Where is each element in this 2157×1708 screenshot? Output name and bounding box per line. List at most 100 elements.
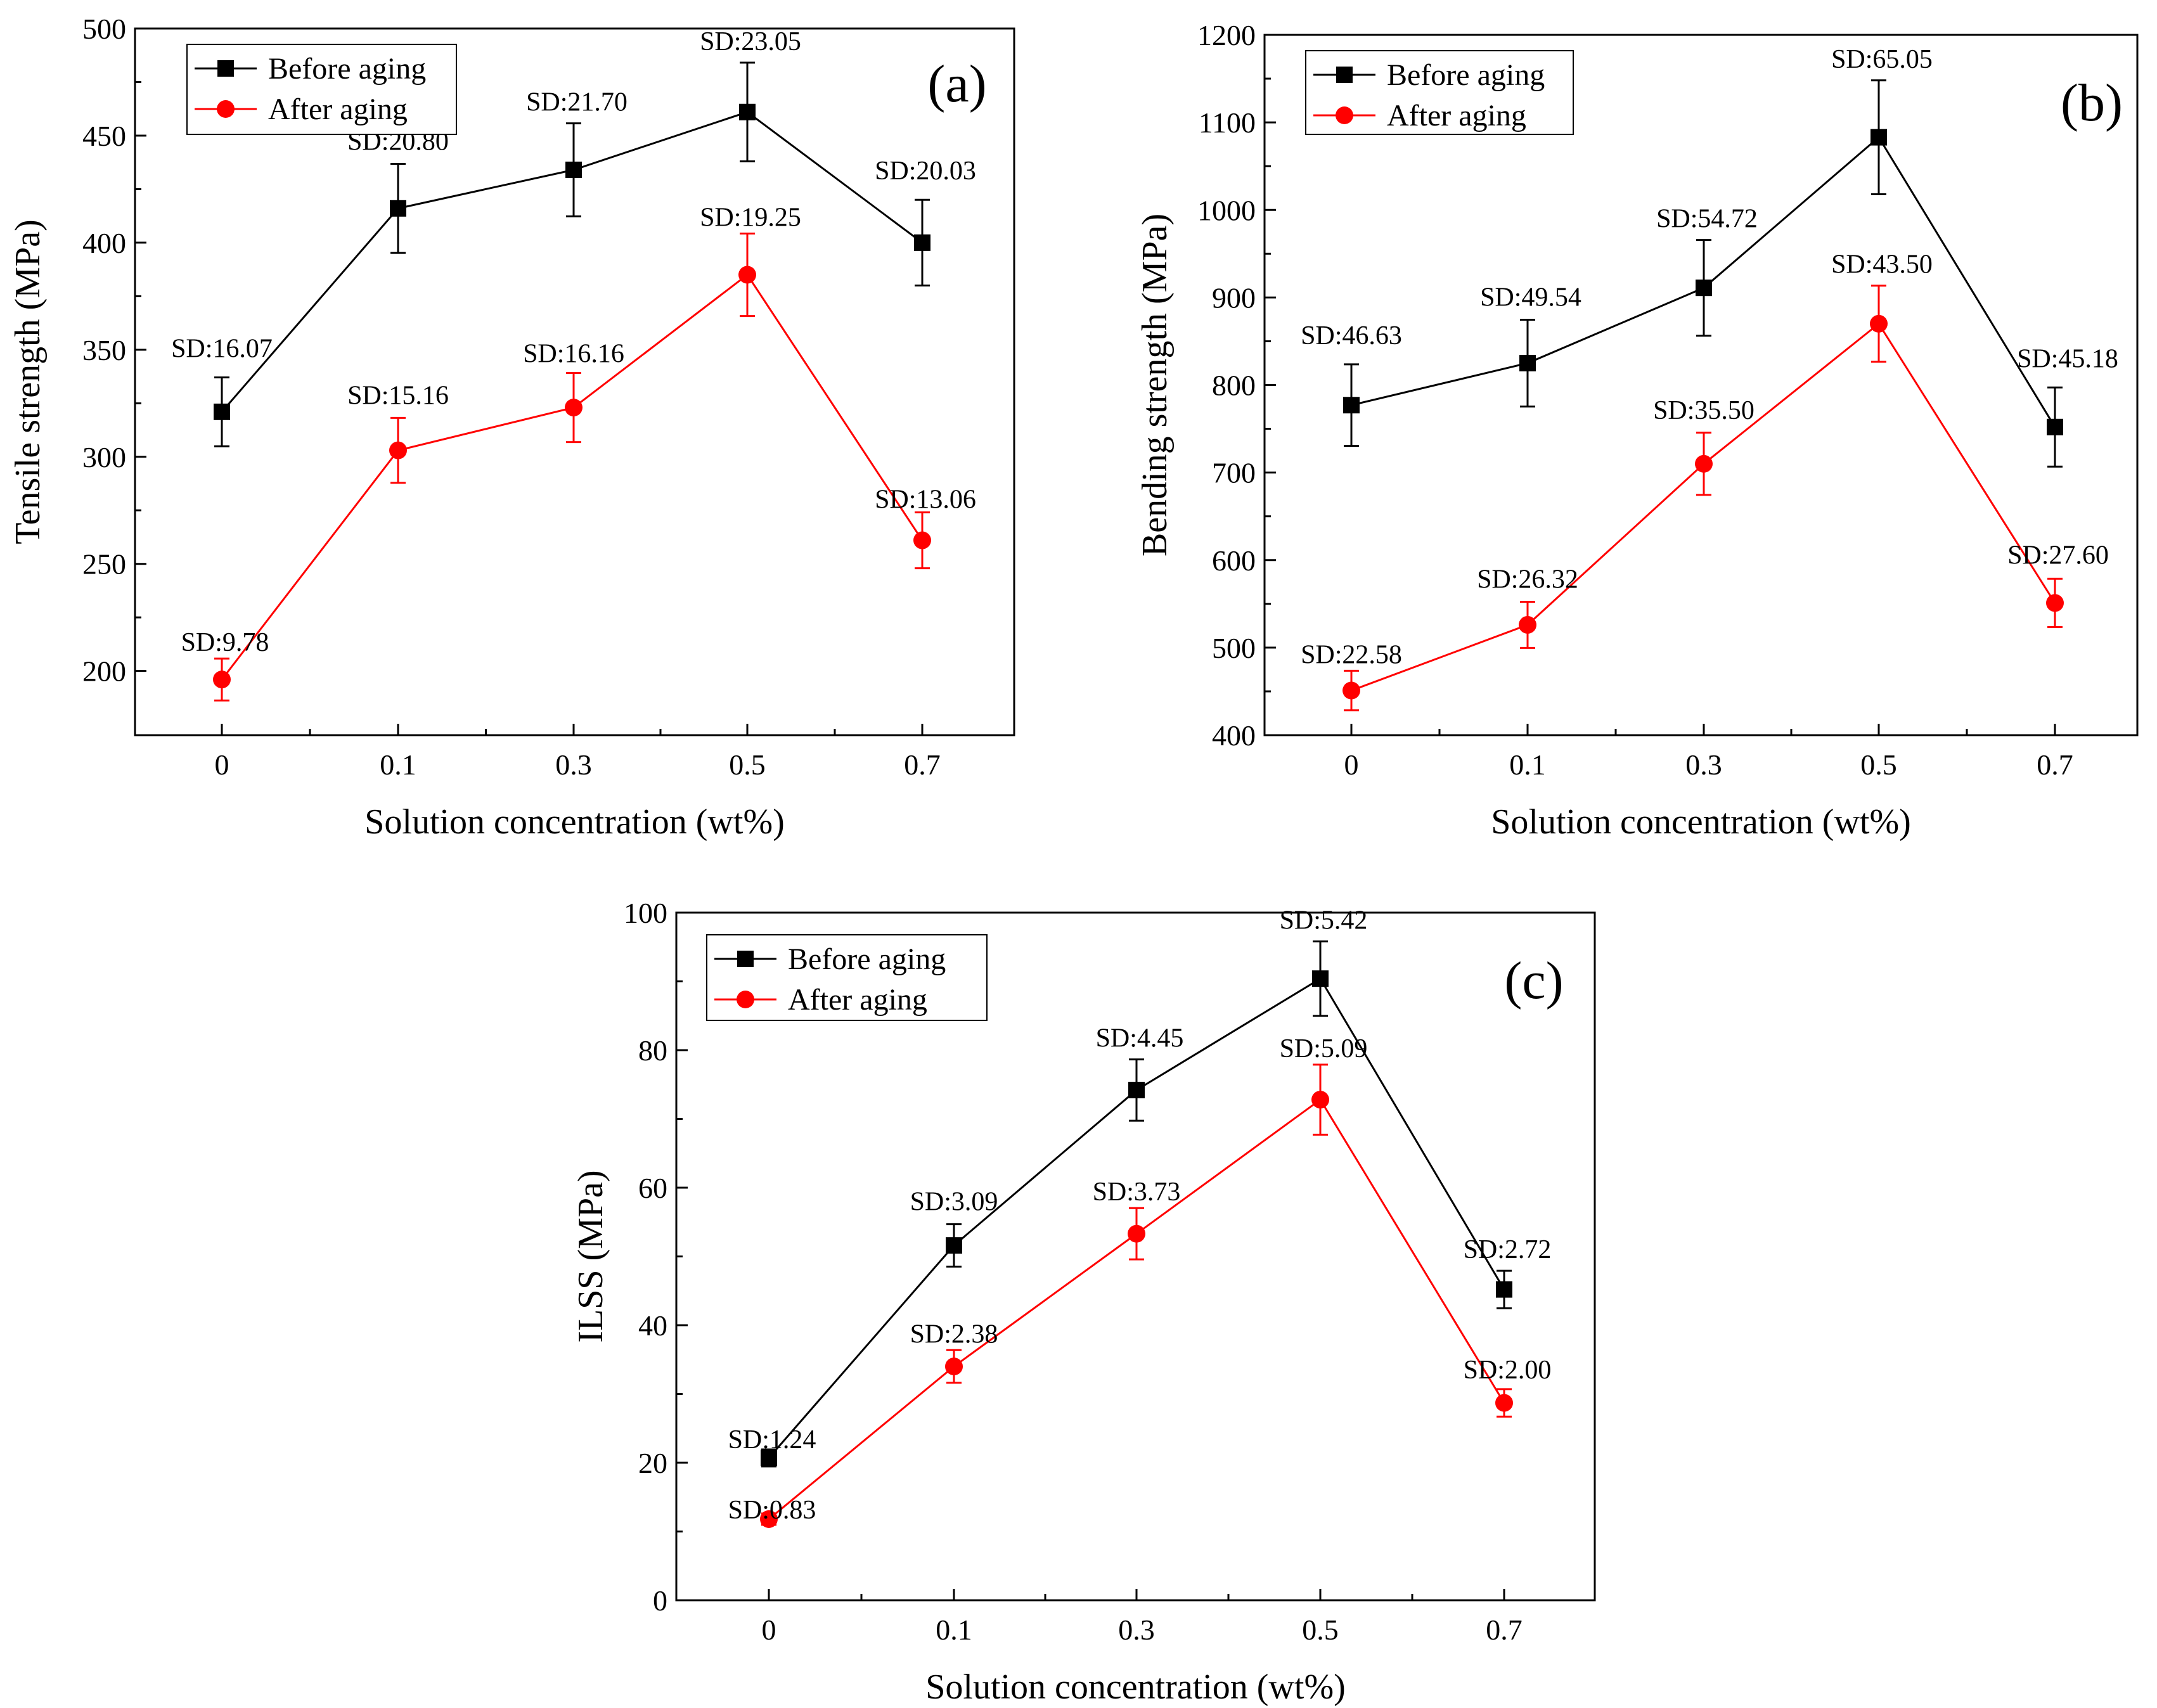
legend-marker-square bbox=[217, 60, 234, 77]
sd-label: SD:2.00 bbox=[1464, 1356, 1552, 1385]
legend-marker-circle bbox=[217, 100, 235, 118]
x-tick-label: 0 bbox=[762, 1614, 776, 1646]
data-point-circle bbox=[1311, 1091, 1329, 1109]
panel-c: 0 20 40 60 80 100 0 0.1 0.3 0.5 0.7 Solution concen… bbox=[571, 897, 1596, 1707]
y-axis-title: Tensile strength (MPa) bbox=[8, 219, 48, 544]
panel-label: (b) bbox=[2061, 74, 2123, 132]
sd-label: SD:5.42 bbox=[1280, 906, 1368, 935]
data-point-square bbox=[565, 162, 582, 178]
data-point-circle bbox=[2046, 594, 2064, 612]
legend-label: After aging bbox=[268, 93, 408, 126]
data-point-circle bbox=[1128, 1224, 1145, 1243]
legend-marker-square bbox=[737, 951, 754, 967]
data-point-square bbox=[761, 1449, 777, 1467]
data-point-square bbox=[914, 234, 930, 251]
x-tick-label: 0.5 bbox=[1860, 748, 1897, 781]
y-tick-label: 900 bbox=[1212, 281, 1256, 314]
data-point-circle bbox=[1342, 681, 1360, 700]
sd-label: SD:65.05 bbox=[1831, 45, 1933, 74]
data-point-circle bbox=[565, 399, 583, 417]
data-point-circle bbox=[738, 266, 756, 284]
x-tick-label: 0.1 bbox=[936, 1614, 972, 1646]
data-point-circle bbox=[913, 531, 931, 549]
y-axis-title: Bending strength (MPa) bbox=[1135, 214, 1175, 556]
y-tick-label: 400 bbox=[1212, 719, 1256, 752]
sd-label: SD:2.38 bbox=[910, 1320, 998, 1349]
y-tick-label: 300 bbox=[82, 441, 126, 473]
y-tick-label: 600 bbox=[1212, 544, 1256, 577]
y-tick-label: 250 bbox=[82, 548, 126, 581]
data-point-square bbox=[739, 103, 756, 120]
x-tick-label: 0.1 bbox=[1509, 748, 1546, 781]
sd-label: SD:23.05 bbox=[700, 27, 801, 56]
legend-label: After aging bbox=[1387, 99, 1526, 132]
sd-label: SD:1.24 bbox=[728, 1425, 816, 1454]
y-tick-label: 800 bbox=[1212, 369, 1256, 402]
y-tick-label: 1000 bbox=[1197, 194, 1256, 226]
sd-label: SD:15.16 bbox=[347, 381, 449, 410]
y-tick-label: 350 bbox=[82, 334, 126, 366]
sd-label: SD:26.32 bbox=[1477, 565, 1578, 594]
y-tick-label: 500 bbox=[82, 13, 126, 45]
data-point-square bbox=[946, 1237, 962, 1254]
y-axis-title: ILSS (MPa) bbox=[571, 1170, 610, 1342]
legend-marker-square bbox=[1336, 67, 1353, 83]
series-line bbox=[1351, 322, 2056, 691]
data-point-square bbox=[1496, 1281, 1512, 1298]
y-tick-label: 450 bbox=[82, 120, 126, 152]
sd-label: SD:0.83 bbox=[728, 1496, 816, 1525]
series-line bbox=[768, 1098, 1505, 1520]
y-tick-label: 100 bbox=[624, 897, 667, 929]
sd-label: SD:45.18 bbox=[2017, 344, 2118, 373]
sd-label: SD:19.25 bbox=[700, 203, 801, 233]
sd-label: SD:22.58 bbox=[1301, 640, 1402, 669]
x-axis-title: Solution concentration (wt%) bbox=[925, 1667, 1346, 1707]
sd-label: SD:3.09 bbox=[910, 1188, 998, 1217]
data-point-square bbox=[1343, 397, 1360, 414]
sd-label: SD:20.03 bbox=[875, 157, 976, 186]
data-point-circle bbox=[760, 1510, 778, 1528]
legend-box bbox=[186, 44, 457, 135]
sd-label: SD:21.70 bbox=[526, 88, 628, 117]
y-tick-label: 40 bbox=[638, 1309, 667, 1342]
data-point-square bbox=[2047, 418, 2063, 435]
y-tick-label: 1100 bbox=[1199, 106, 1256, 139]
sd-label: SD:35.50 bbox=[1653, 396, 1755, 425]
x-tick-label: 0 bbox=[1344, 748, 1359, 781]
legend-marker-circle bbox=[1336, 106, 1353, 124]
y-tick-label: 700 bbox=[1212, 457, 1256, 489]
data-point-square bbox=[1519, 354, 1536, 371]
legend-label: Before aging bbox=[268, 52, 426, 86]
data-point-circle bbox=[389, 441, 407, 459]
x-tick-label: 0.3 bbox=[1118, 1614, 1155, 1646]
x-tick-label: 0.7 bbox=[904, 748, 941, 781]
x-tick-label: 0 bbox=[215, 748, 229, 781]
y-tick-label: 1200 bbox=[1197, 19, 1256, 51]
data-point-square bbox=[1870, 129, 1887, 146]
legend-marker-circle bbox=[737, 991, 754, 1008]
plot-frame bbox=[1263, 34, 2139, 736]
sd-label: SD:16.16 bbox=[523, 339, 624, 368]
x-tick-label: 0.3 bbox=[555, 748, 592, 781]
sd-label: SD:54.72 bbox=[1656, 205, 1758, 234]
sd-label: SD:46.63 bbox=[1301, 321, 1402, 350]
y-tick-label: 80 bbox=[638, 1034, 667, 1067]
x-tick-label: 0.5 bbox=[1302, 1614, 1339, 1646]
sd-label: SD:2.72 bbox=[1464, 1235, 1552, 1264]
x-tick-label: 0.3 bbox=[1685, 748, 1722, 781]
panel-a: 200 250 300 350 400 450 500 0 0.1 0.3 0.5 0.7 Soluti… bbox=[8, 13, 1015, 842]
data-point-circle bbox=[1495, 1394, 1513, 1412]
x-axis-title: Solution concentration (wt%) bbox=[1491, 802, 1911, 842]
data-point-square bbox=[1696, 279, 1712, 297]
sd-label: SD:16.07 bbox=[171, 335, 273, 364]
sd-label: SD:4.45 bbox=[1096, 1024, 1184, 1053]
legend-label: Before aging bbox=[1387, 58, 1545, 92]
sd-label: SD:13.06 bbox=[875, 485, 976, 514]
data-point-circle bbox=[1870, 314, 1888, 333]
data-point-circle bbox=[1695, 454, 1713, 473]
sd-label: SD:9.78 bbox=[181, 628, 269, 657]
data-point-square bbox=[214, 403, 230, 420]
data-point-square bbox=[1312, 970, 1329, 987]
legend-label: After aging bbox=[788, 983, 927, 1017]
